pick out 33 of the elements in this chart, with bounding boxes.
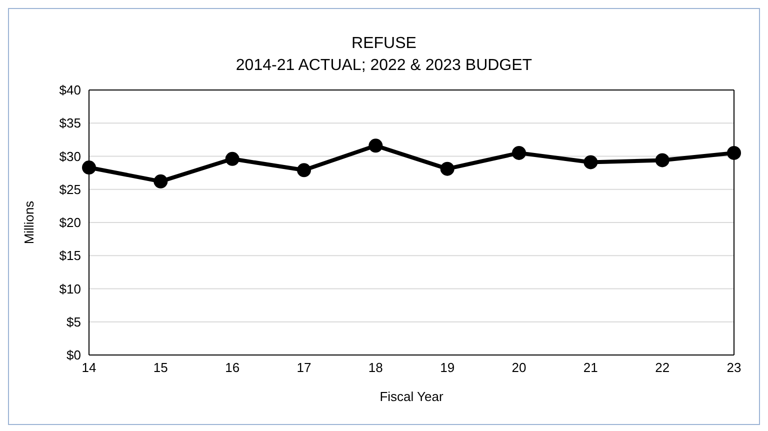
x-tick-label: 18 (368, 360, 383, 376)
y-tick-label: $15 (59, 248, 81, 264)
y-tick-label: $35 (59, 116, 81, 131)
y-tick-label: $5 (66, 314, 81, 330)
y-tick-label: $20 (59, 215, 81, 230)
x-tick-label: 17 (296, 360, 312, 376)
point (225, 152, 240, 166)
point (727, 146, 741, 160)
point (655, 153, 670, 168)
chart-title: REFUSE (350, 35, 418, 53)
point (297, 163, 311, 178)
x-axis-title: Fiscal Year (380, 389, 444, 404)
point (154, 174, 168, 188)
point (440, 162, 454, 176)
point (512, 146, 526, 160)
x-tick-label: 20 (512, 360, 526, 376)
y-tick-label: $10 (59, 281, 81, 296)
x-tick-label: 21 (583, 360, 598, 376)
x-tick-label: 22 (655, 360, 670, 376)
point (584, 155, 598, 170)
point (82, 160, 96, 175)
x-tick-label: 19 (440, 360, 455, 376)
x-tick-label: 14 (82, 360, 96, 376)
point (368, 138, 383, 153)
x-tick-label: 15 (153, 360, 168, 376)
y-tick-label: $0 (66, 348, 81, 363)
x-tick-label: 23 (726, 360, 742, 376)
y-tick-label: $25 (59, 182, 81, 197)
y-tick-label: $40 (59, 82, 81, 98)
chart-subtitle: 2014-21 ACTUAL; 2022 & 2023 BUDGET (234, 57, 534, 75)
y-tick-label: $30 (59, 148, 81, 164)
y-axis-title: Millions (22, 200, 37, 244)
x-tick-label: 16 (225, 360, 240, 376)
